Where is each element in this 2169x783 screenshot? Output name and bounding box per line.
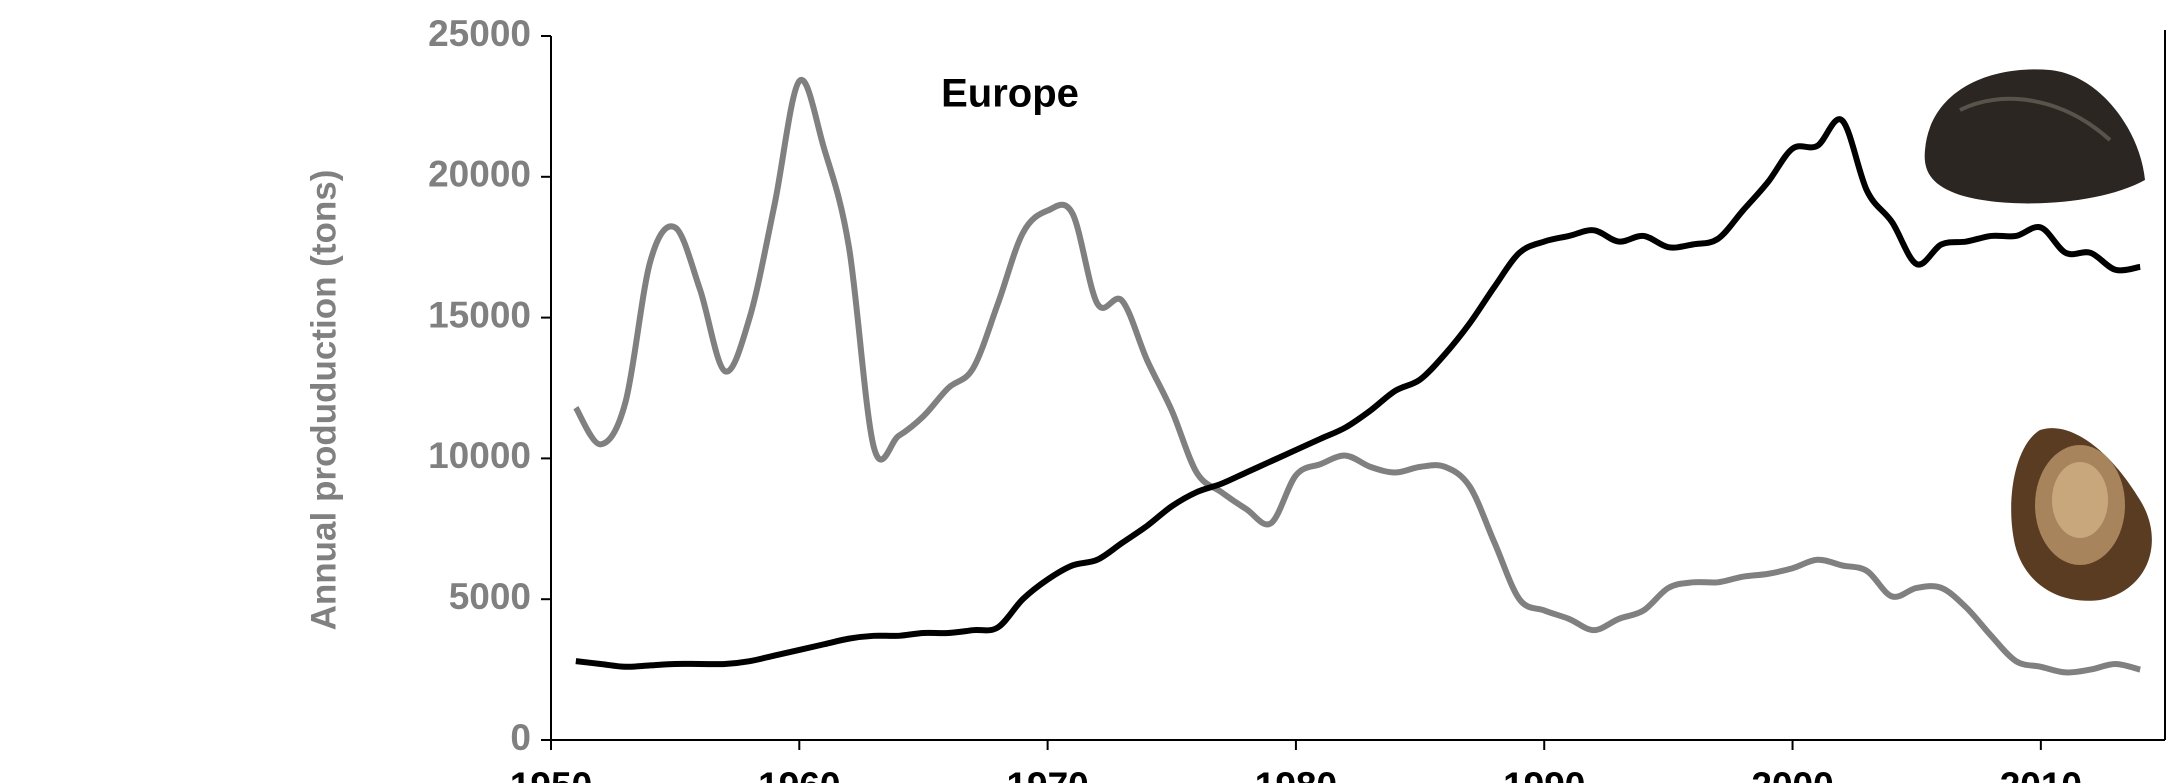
oyster-icon <box>2011 428 2152 601</box>
mussel-icon <box>1924 69 2145 204</box>
y-tick-label: 5000 <box>449 576 531 617</box>
y-tick-label: 0 <box>510 717 531 758</box>
x-tick-label: 2010 <box>2000 765 2082 783</box>
y-tick-label: 25000 <box>428 13 531 54</box>
y-tick-label: 15000 <box>428 294 531 335</box>
x-tick-label: 2000 <box>1751 765 1833 783</box>
y-tick-label: 20000 <box>428 154 531 195</box>
y-tick-label: 10000 <box>428 435 531 476</box>
x-tick-label: 1980 <box>1255 765 1337 783</box>
x-tick-label: 1970 <box>1006 765 1088 783</box>
x-tick-label: 1960 <box>758 765 840 783</box>
y-axis-label: Annual produduction (tons) <box>304 170 343 631</box>
line-series <box>573 76 2141 676</box>
x-tick-label: 1950 <box>510 765 592 783</box>
x-tick-label: 1990 <box>1503 765 1585 783</box>
chart-title: Europe <box>941 72 1079 116</box>
line-series <box>575 116 2141 670</box>
